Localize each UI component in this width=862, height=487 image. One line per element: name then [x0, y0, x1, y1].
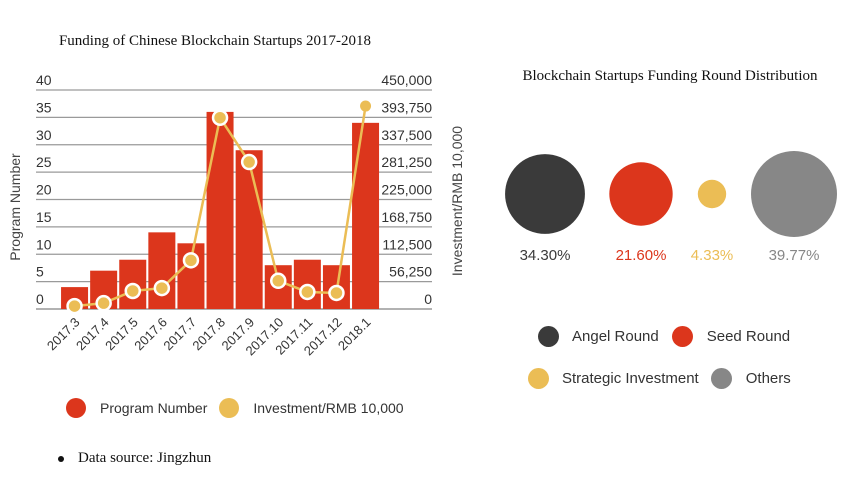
bar-chart-title: Funding of Chinese Blockchain Startups 2… [58, 33, 372, 49]
bar-2018.1 [352, 122, 380, 309]
funding-bar-line-chart: 0 5 10 15 20 25 30 35 40 0 56,250 112,500 168,750 22… [7, 72, 465, 358]
y2-tick-label: 168,750 [381, 209, 432, 225]
bubble-chart-title: Blockchain Startups Funding Round Distri… [522, 68, 818, 84]
legend-label-others: Others [745, 370, 791, 387]
bar-2017.9 [235, 150, 263, 309]
investment-point-2017.8 [211, 109, 229, 126]
data-source-note: Data source: Jingzhun [58, 450, 211, 467]
legend-marker-seed-round [671, 326, 693, 347]
legend-label-investment: Investment/RMB 10,000 [253, 400, 404, 416]
y2-tick-label: 281,250 [381, 154, 432, 170]
bar-2017.6 [148, 232, 176, 309]
bubble-value-label: 21.60% [616, 247, 667, 260]
y-tick-label: 20 [36, 182, 52, 198]
legend-label-angel-round: Angel Round [572, 328, 659, 345]
investment-point-2017.12 [328, 284, 345, 302]
y-tick-label: 10 [36, 236, 52, 252]
y2-tick-label: 393,750 [381, 99, 432, 115]
y-tick-label: 35 [36, 99, 52, 115]
y2-tick-label: 0 [424, 291, 432, 307]
y2-tick-label: 225,000 [381, 182, 432, 198]
x-tick-label: 2018.1 [335, 315, 374, 354]
investment-point-2017.10 [270, 272, 287, 290]
y2-tick-label: 450,000 [381, 72, 432, 88]
investment-point-2017.7 [182, 252, 200, 269]
legend-marker-others [710, 368, 732, 389]
bubble-seed-round [609, 162, 673, 226]
y-tick-label: 30 [36, 127, 52, 143]
legend-marker-program-number [66, 398, 86, 418]
bubble-legend-row-2: Strategic Investment Others [528, 368, 791, 389]
y-tick-label: 40 [36, 72, 52, 88]
legend-marker-strategic-investment [528, 368, 549, 389]
bar-2017.8 [206, 111, 234, 310]
bar-chart-legend: Program Number Investment/RMB 10,000 [66, 398, 404, 418]
investment-point-2017.9 [240, 153, 258, 171]
y-tick-label: 25 [36, 154, 52, 170]
investment-point-2017.5 [124, 282, 141, 300]
bubble-others [751, 151, 837, 237]
bubble-angel-round [505, 154, 585, 234]
funding-round-bubble-chart: 34.30% 21.60% 4.33% 39.77% [505, 151, 837, 260]
y2-tick-label: 337,500 [381, 127, 432, 143]
data-source-text: Data source: Jingzhun [78, 450, 212, 466]
y2-tick-label: 112,500 [382, 236, 432, 252]
y2-axis-label: Investment/RMB 10,000 [449, 126, 465, 276]
investment-point-2017.3 [66, 297, 83, 315]
bubble-strategic-investment [697, 179, 727, 209]
y-tick-label: 15 [36, 209, 52, 225]
legend-label-program-number: Program Number [100, 400, 208, 416]
investment-point-2018.1 [360, 100, 372, 112]
bubble-legend-row-1: Angel Round Seed Round [538, 326, 790, 347]
bubble-value-label: 34.30% [520, 247, 571, 260]
bubble-value-label: 4.33% [691, 247, 734, 260]
y-tick-label: 0 [36, 291, 44, 307]
y-tick-label: 5 [36, 264, 44, 280]
bubble-value-label: 39.77% [769, 247, 820, 260]
y-axis-label: Program Number [7, 153, 23, 261]
y2-tick-label: 56,250 [389, 264, 432, 280]
legend-marker-investment [219, 398, 240, 418]
investment-point-2017.11 [299, 283, 316, 301]
investment-point-2017.6 [153, 279, 171, 297]
legend-label-seed-round: Seed Round [706, 328, 791, 345]
legend-marker-angel-round [538, 326, 559, 347]
bullet-icon [58, 455, 64, 462]
legend-label-strategic-investment: Strategic Investment [562, 370, 699, 387]
investment-point-2017.4 [95, 294, 112, 312]
